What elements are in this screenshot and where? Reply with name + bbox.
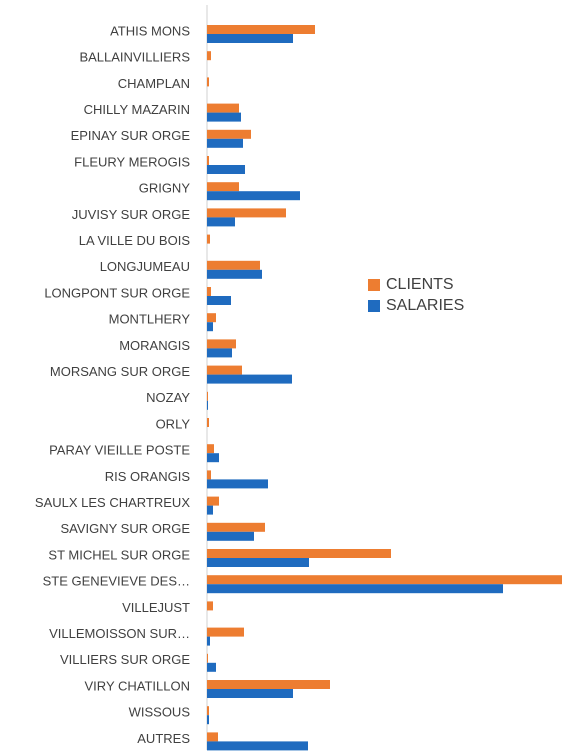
bar xyxy=(207,322,213,332)
y-tick-label: CHILLY MAZARIN xyxy=(84,102,190,117)
bar xyxy=(207,636,210,646)
y-tick-label: LA VILLE DU BOIS xyxy=(79,233,191,248)
bar xyxy=(207,453,219,463)
bar xyxy=(207,680,330,689)
bar xyxy=(207,234,210,244)
y-tick-label: NOZAY xyxy=(146,390,190,405)
bar xyxy=(207,706,209,716)
y-tick-label: AUTRES xyxy=(137,731,190,746)
y-tick-label: VILLIERS SUR ORGE xyxy=(60,652,190,667)
y-tick-label: EPINAY SUR ORGE xyxy=(71,128,191,143)
legend-swatch xyxy=(368,300,380,312)
y-tick-label: GRIGNY xyxy=(139,181,191,196)
bar xyxy=(207,365,242,375)
bar xyxy=(207,339,236,349)
bar xyxy=(207,296,231,305)
y-tick-label: MORANGIS xyxy=(119,338,190,353)
bar xyxy=(207,374,292,384)
bar xyxy=(207,34,293,43)
y-tick-label: CHAMPLAN xyxy=(118,76,190,91)
y-tick-label: JUVISY SUR ORGE xyxy=(72,207,191,222)
bar xyxy=(207,400,208,410)
bar xyxy=(207,191,300,201)
bar xyxy=(207,479,268,489)
bar xyxy=(207,601,213,611)
bar xyxy=(207,77,209,87)
y-tick-label: MORSANG SUR ORGE xyxy=(50,364,190,379)
bar xyxy=(207,287,211,296)
bar xyxy=(207,269,262,279)
bar xyxy=(207,165,245,174)
y-tick-label: ATHIS MONS xyxy=(110,23,190,38)
bar xyxy=(207,348,232,358)
y-tick-label: SAVIGNY SUR ORGE xyxy=(60,521,190,536)
bar xyxy=(207,522,265,532)
bar xyxy=(207,584,503,594)
bar xyxy=(207,531,254,541)
y-tick-label: LONGJUMEAU xyxy=(100,259,190,274)
bar xyxy=(207,156,209,165)
bar xyxy=(207,129,251,139)
bar xyxy=(207,391,208,401)
bar xyxy=(207,653,208,663)
y-tick-label: VILLEMOISSON SUR… xyxy=(49,626,190,641)
bar xyxy=(207,51,211,61)
y-tick-label: VILLEJUST xyxy=(122,600,190,615)
bar xyxy=(207,418,209,427)
y-tick-label: ST MICHEL SUR ORGE xyxy=(48,547,190,562)
bar xyxy=(207,182,239,192)
y-tick-label: MONTLHERY xyxy=(109,312,191,327)
bar xyxy=(207,558,309,567)
bar xyxy=(207,627,244,637)
bar xyxy=(207,444,214,454)
bar xyxy=(207,689,293,698)
y-tick-label: FLEURY MEROGIS xyxy=(74,154,190,169)
bar xyxy=(207,217,235,227)
bar xyxy=(207,732,218,742)
bar xyxy=(207,662,216,672)
y-tick-label: VIRY CHATILLON xyxy=(85,678,190,693)
y-tick-label: WISSOUS xyxy=(129,705,191,720)
bar xyxy=(207,260,260,270)
bar xyxy=(207,208,286,218)
legend-swatch xyxy=(368,279,380,291)
y-tick-label: SAULX LES CHARTREUX xyxy=(35,495,190,510)
legend-text: SALARIES xyxy=(386,297,464,314)
bar xyxy=(207,575,562,585)
y-tick-label: RIS ORANGIS xyxy=(105,469,191,484)
y-tick-label: LONGPONT SUR ORGE xyxy=(44,285,190,300)
y-tick-label: PARAY VIEILLE POSTE xyxy=(49,443,190,458)
bar xyxy=(207,25,315,34)
y-tick-label: ORLY xyxy=(156,416,191,431)
bar xyxy=(207,313,216,323)
bar xyxy=(207,505,213,515)
y-tick-label: BALLAINVILLIERS xyxy=(79,50,190,65)
bar xyxy=(207,741,308,751)
bar xyxy=(207,103,239,113)
bar xyxy=(207,112,241,122)
bar xyxy=(207,496,219,506)
bar xyxy=(207,470,211,480)
bar xyxy=(207,138,243,148)
y-tick-label: STE GENEVIEVE DES… xyxy=(43,574,190,589)
bar xyxy=(207,715,209,725)
bar xyxy=(207,549,391,558)
legend-text: CLIENTS xyxy=(386,276,454,293)
